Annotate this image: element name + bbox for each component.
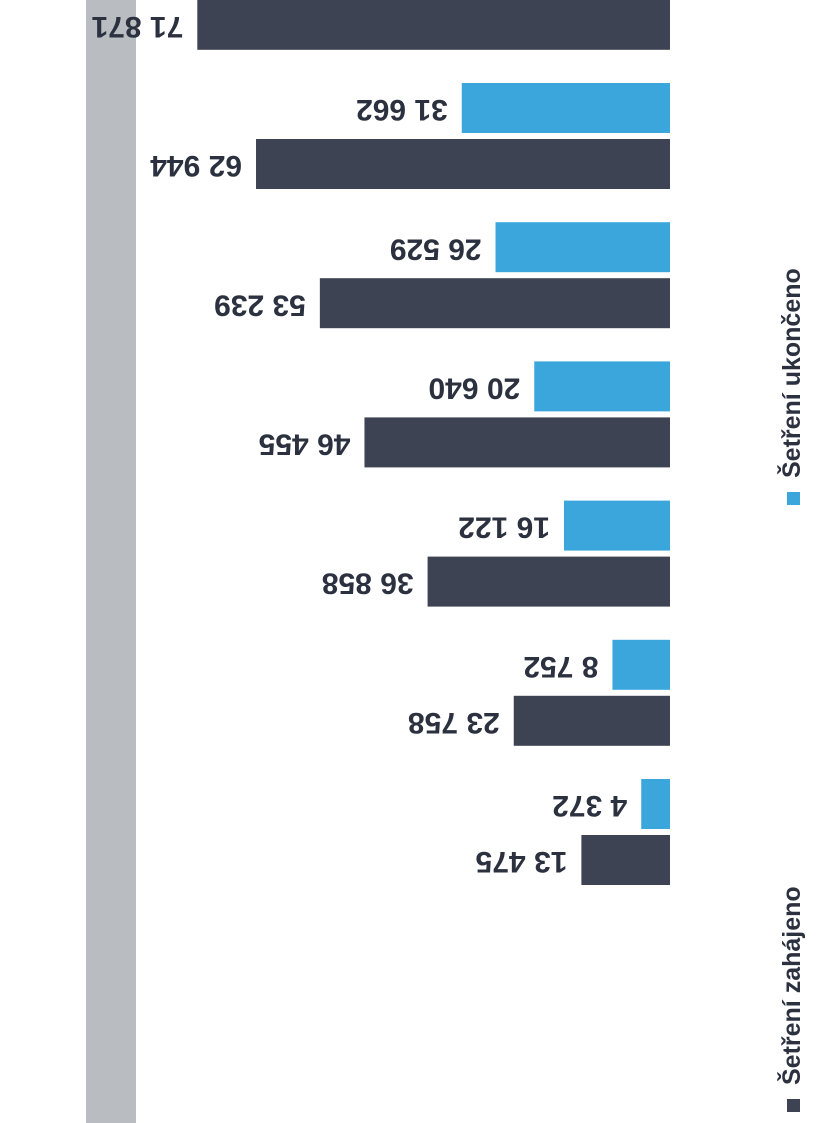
legend-swatch (787, 492, 800, 505)
bar-zahajeno (581, 835, 670, 885)
data-label: 23 758 (408, 706, 500, 739)
data-label: 20 640 (428, 371, 520, 404)
category-label: 31. 12. 2017 (702, 375, 717, 453)
chart-plot-area: 31. 12. 2014 31. 12. 2015 31. 12. 2016 31. … (86, 0, 717, 1123)
data-label: 62 944 (150, 149, 242, 182)
data-label: 46 455 (259, 427, 351, 460)
bar-ukonceno (495, 222, 670, 273)
category-label: 31. 12. 2020 (702, 0, 717, 36)
category-label: 31. 12. 2014 (702, 793, 717, 872)
bar-zahajeno (319, 278, 670, 329)
data-label: 53 239 (214, 288, 306, 321)
bar-zahajeno (256, 139, 670, 189)
category-labels: 31. 12. 2014 31. 12. 2015 31. 12. 2016 31. … (702, 0, 717, 871)
value-labels: 13 475 4 372 23 758 8 752 36 858 16 122 46 455… (92, 10, 628, 878)
bar-ukonceno (612, 639, 670, 690)
data-label: 4 372 (552, 789, 627, 822)
legend: Šetření zahájeno Šetření ukončeno (776, 268, 806, 1112)
category-axis-band (86, 0, 136, 1123)
category-label: 31. 12. 2016 (702, 514, 717, 592)
data-label: 16 122 (458, 511, 550, 544)
bar-zahajeno (197, 0, 670, 50)
data-label: 26 529 (390, 232, 482, 265)
category-label: 31. 12. 2018 (702, 236, 717, 314)
data-label: 8 752 (523, 650, 598, 683)
legend-label: Šetření zahájeno (776, 886, 806, 1085)
category-label: 31. 12. 2015 (702, 654, 717, 732)
bar-ukonceno (534, 361, 670, 412)
bar-zahajeno (364, 417, 670, 468)
data-label: 31 662 (356, 93, 448, 126)
data-label: 36 858 (322, 567, 414, 600)
bar-ukonceno (641, 779, 670, 829)
legend-swatch (787, 1099, 800, 1112)
category-label: 31. 12. 2019 (702, 97, 717, 175)
bar-ukonceno (563, 500, 670, 551)
bars (197, 0, 670, 885)
data-label: 71 871 (92, 10, 184, 43)
bar-zahajeno (427, 556, 670, 607)
legend-label: Šetření ukončeno (776, 268, 806, 478)
bar-zahajeno (513, 695, 670, 746)
bar-ukonceno (461, 83, 670, 133)
data-label: 13 475 (476, 845, 568, 878)
